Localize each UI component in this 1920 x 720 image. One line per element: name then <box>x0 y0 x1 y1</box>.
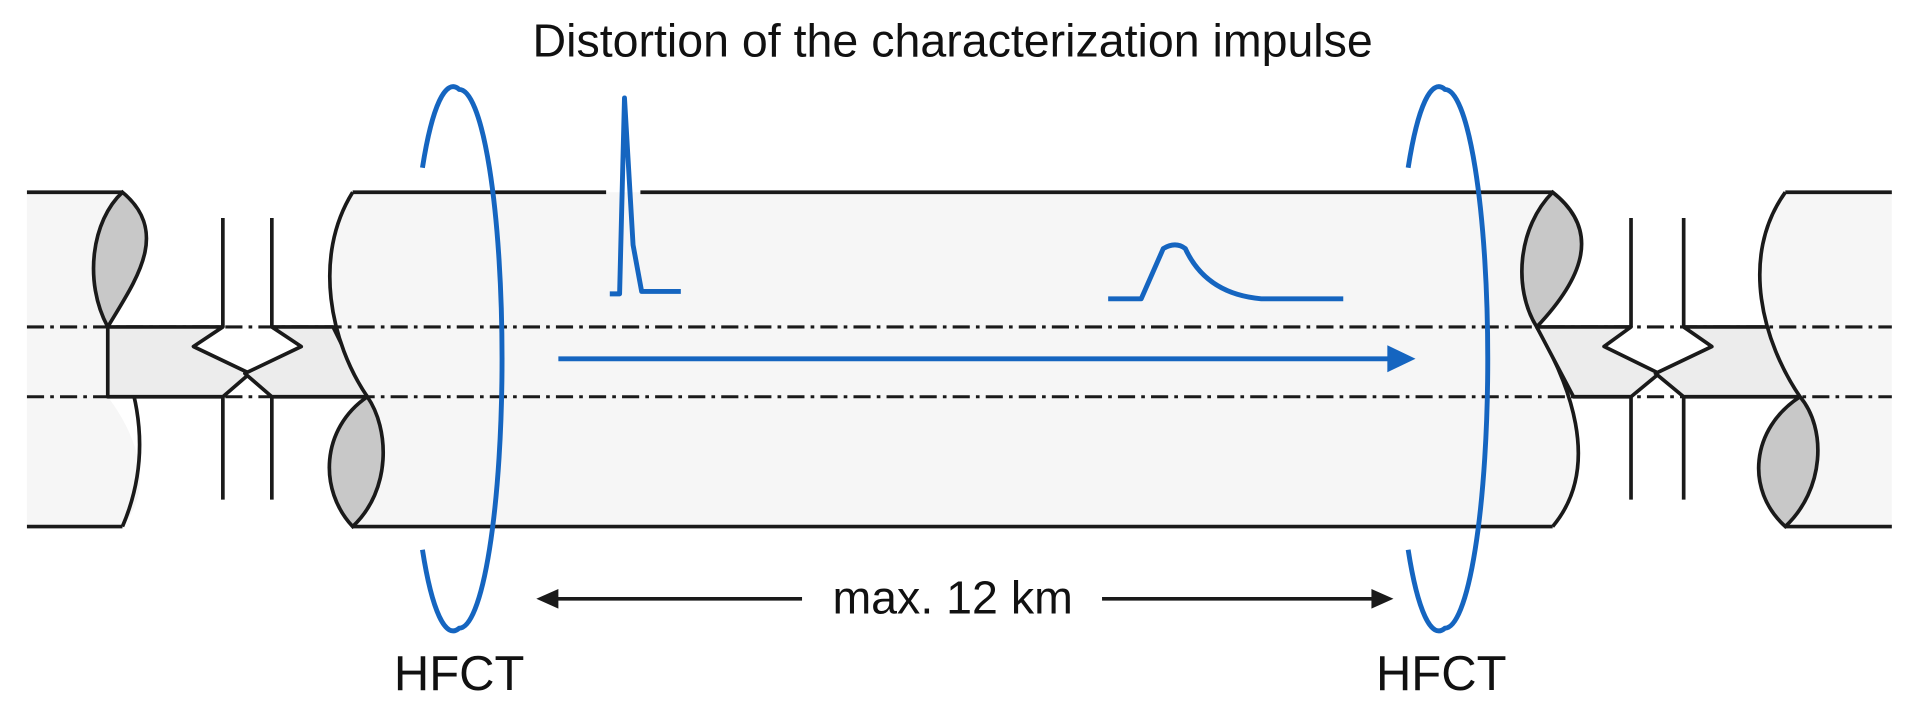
sensors <box>420 84 1491 634</box>
sensor-label: HFCT <box>394 647 525 701</box>
distance-arrow <box>536 588 1394 609</box>
signals <box>558 95 1416 373</box>
title: Distortion of the characterization impul… <box>533 14 1373 66</box>
distance-label: max. 12 km <box>832 572 1072 624</box>
sensor-label: HFCT <box>1376 647 1507 701</box>
